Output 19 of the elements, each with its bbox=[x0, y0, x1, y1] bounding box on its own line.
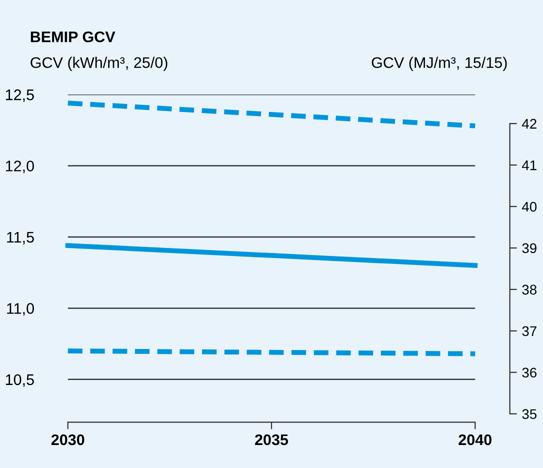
y-tick-label: 10,5 bbox=[6, 374, 34, 387]
y2-tick-label: 40 bbox=[522, 202, 537, 212]
y2-tick-label: 36 bbox=[522, 368, 536, 378]
y2-tick-label: 41 bbox=[522, 160, 536, 170]
y-tick-label: 11,0 bbox=[7, 303, 34, 316]
chart-title: BEMIP GCV bbox=[30, 31, 116, 42]
y-tick-label: 12,5 bbox=[6, 89, 34, 102]
y-tick-label: 12,0 bbox=[6, 160, 34, 174]
x-tick-label: 2035 bbox=[255, 434, 288, 446]
y-tick-label: 11,5 bbox=[7, 232, 34, 244]
y2-tick-label: 39 bbox=[522, 243, 536, 254]
y2-tick-label: 35 bbox=[522, 409, 537, 420]
y2-tick-label: 38 bbox=[522, 284, 536, 295]
y2-axis-title: GCV (MJ/m³, 15/15) bbox=[372, 56, 507, 72]
x-tick-label: 2040 bbox=[458, 434, 492, 446]
x-tick-label: 2030 bbox=[51, 434, 84, 446]
y2-tick-label: 37 bbox=[522, 326, 536, 336]
y-axis-title: GCV (kWh/m³, 25/0) bbox=[30, 56, 168, 72]
y2-tick-label: 42 bbox=[522, 118, 536, 129]
